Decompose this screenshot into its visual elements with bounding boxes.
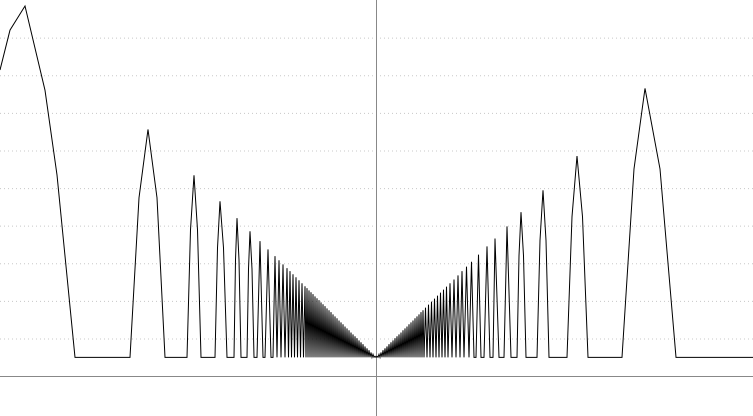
curve <box>0 4 753 360</box>
